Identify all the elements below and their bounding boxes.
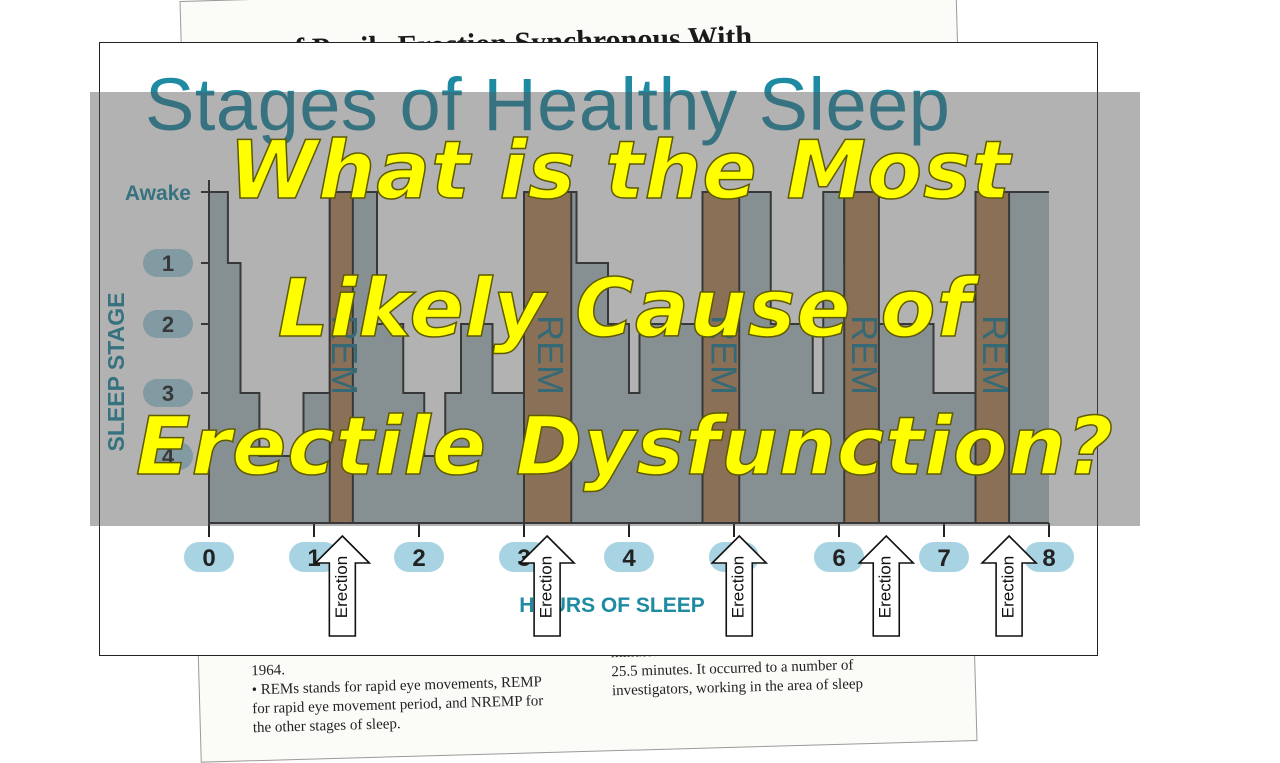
rem-bar bbox=[701, 191, 741, 524]
x-tick-label: 1 bbox=[307, 545, 320, 572]
erection-label: Erection bbox=[332, 556, 351, 618]
rem-bar bbox=[523, 191, 573, 524]
erection-arrow bbox=[857, 534, 916, 637]
erection-label: Erection bbox=[999, 556, 1018, 618]
y-tick-label: 2 bbox=[162, 312, 174, 337]
y-tick-pill bbox=[143, 442, 193, 470]
erection-label: Erection bbox=[729, 556, 748, 618]
erection-arrow bbox=[313, 534, 372, 637]
rem-label: REM bbox=[324, 315, 365, 395]
headline-line-2: Likely Cause of bbox=[277, 261, 973, 356]
erection-label: Erection bbox=[876, 556, 895, 618]
rem-bar bbox=[843, 191, 880, 524]
x-tick-pill bbox=[394, 542, 444, 572]
x-tick-label: 7 bbox=[937, 545, 950, 572]
x-tick-pill bbox=[184, 542, 234, 572]
y-tick-label: 4 bbox=[162, 444, 175, 469]
rem-label: REM bbox=[844, 315, 885, 395]
x-tick-pill bbox=[814, 542, 864, 572]
erection-arrow bbox=[710, 534, 769, 637]
sleep-stage-chart: REMREMREMREMREMAwake1234012345678SLEEP S… bbox=[103, 180, 1074, 637]
y-tick-label: 3 bbox=[162, 381, 174, 406]
y-axis-label: SLEEP STAGE bbox=[103, 293, 129, 452]
x-tick-label: 4 bbox=[622, 545, 636, 572]
headline-line-3: Erectile Dysfunction? bbox=[135, 399, 1115, 494]
erection-arrow bbox=[518, 534, 577, 637]
erection-label: Erection bbox=[537, 556, 556, 618]
x-tick-label: 6 bbox=[832, 545, 845, 572]
y-tick-pill bbox=[143, 249, 193, 277]
x-tick-pill bbox=[289, 542, 339, 572]
x-tick-pill bbox=[604, 542, 654, 572]
x-tick-label: 0 bbox=[202, 545, 215, 572]
y-tick-pill bbox=[143, 310, 193, 338]
y-tick-pill bbox=[143, 379, 193, 407]
x-tick-label: 2 bbox=[412, 545, 425, 572]
rem-label: REM bbox=[703, 315, 744, 395]
headline-overlay bbox=[90, 92, 1140, 526]
y-tick-label: 1 bbox=[162, 251, 174, 276]
headline-line-1: What is the Most bbox=[228, 123, 1011, 218]
rem-label: REM bbox=[975, 315, 1016, 395]
rem-label: REM bbox=[530, 315, 571, 395]
x-tick-pill bbox=[919, 542, 969, 572]
x-axis-label: HOURS OF SLEEP bbox=[519, 594, 705, 617]
y-tick-label: Awake bbox=[125, 182, 191, 205]
x-tick-label: 8 bbox=[1042, 545, 1055, 572]
erection-arrow bbox=[980, 534, 1039, 637]
rem-bar bbox=[974, 191, 1011, 524]
chart-title: Stages of Healthy Sleep bbox=[145, 63, 951, 146]
x-tick-pill bbox=[1024, 542, 1074, 572]
